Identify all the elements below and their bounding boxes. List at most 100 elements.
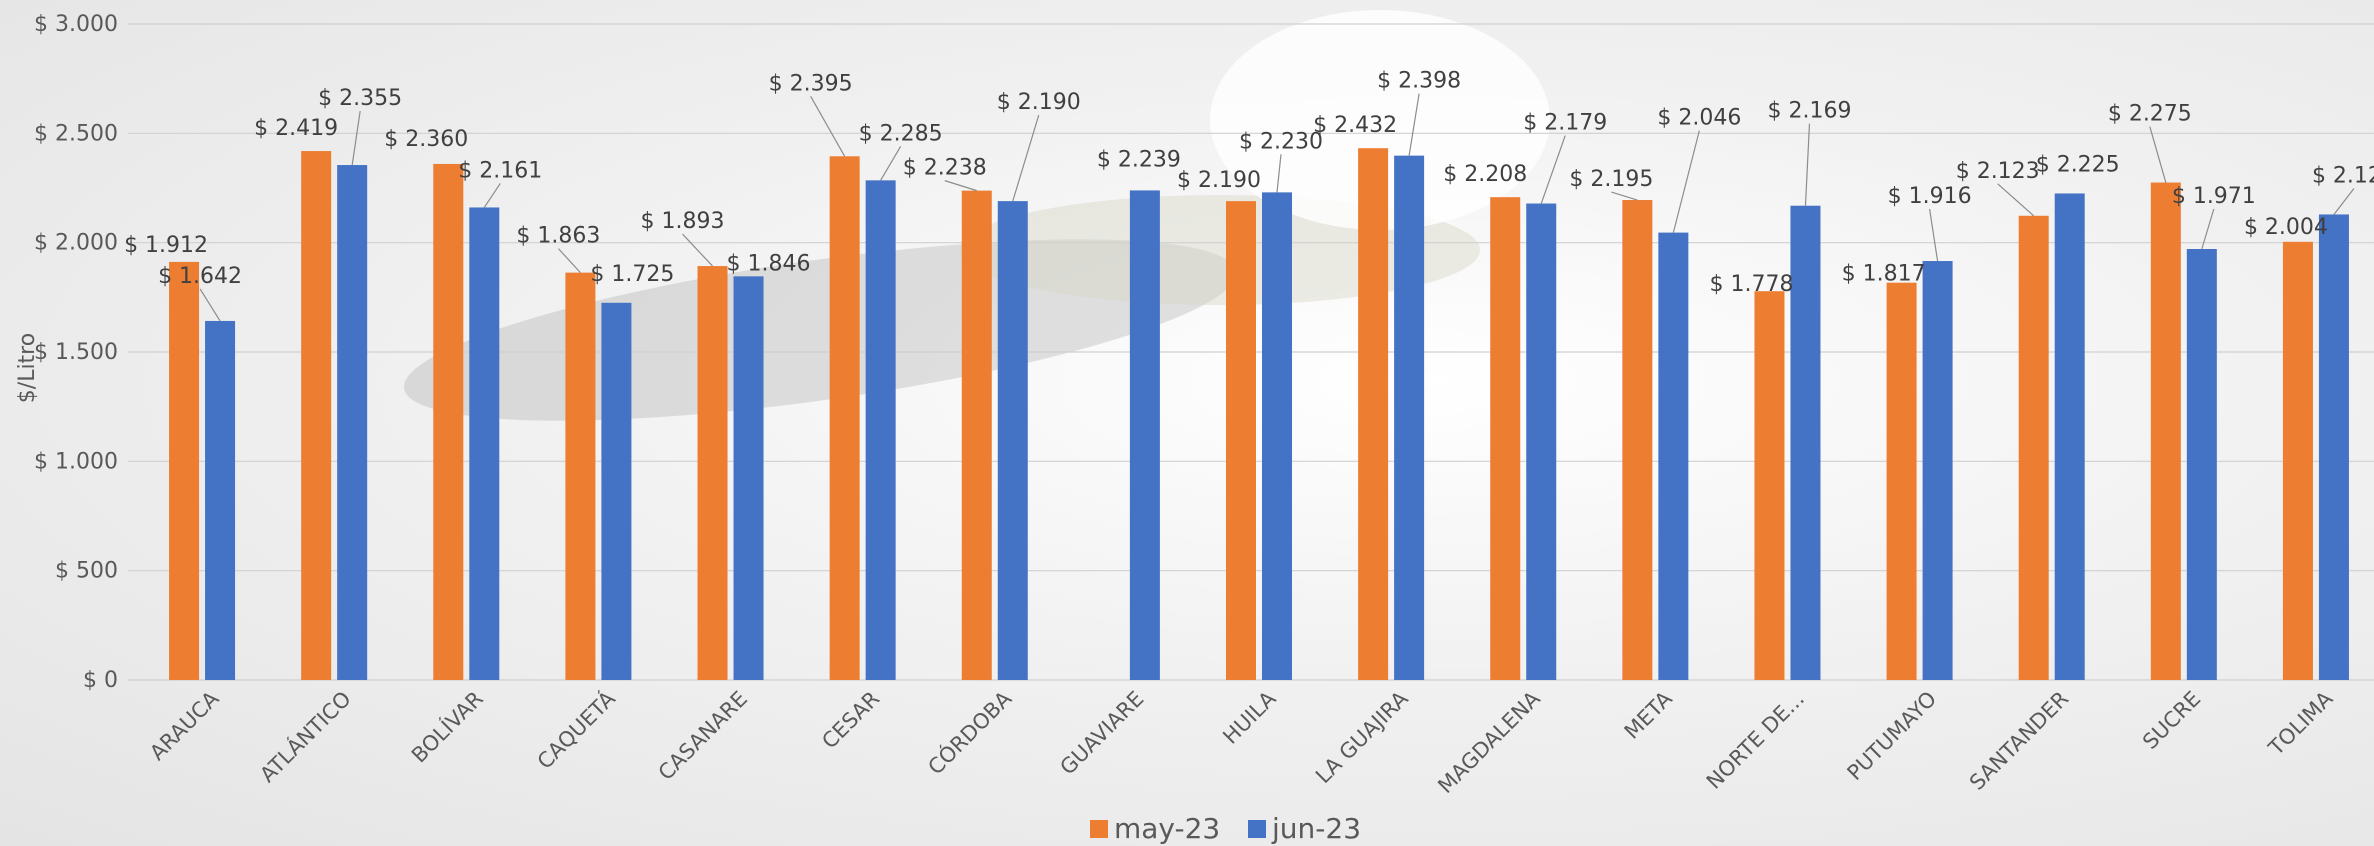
y-tick-label: $ 1.500 — [34, 340, 118, 365]
bar-jun-23 — [469, 207, 500, 680]
bar-jun-23 — [1129, 190, 1160, 680]
leader-line — [880, 146, 902, 181]
y-tick-label: $ 1.000 — [34, 449, 118, 474]
data-label: $ 1.971 — [2172, 184, 2256, 209]
bar-jun-23 — [1526, 203, 1557, 680]
category-label: ARAUCA — [145, 686, 224, 765]
y-axis-ticks: $ 0 $ 500 $ 1.000 $ 1.500 $ 2.000 $ 2.500 $ 3.… — [34, 12, 118, 693]
bar-jun-23 — [2318, 214, 2349, 680]
data-labels: $ 1.912 $ 1.642 $ 2.419 $ 2.355 $ 2.360 $ 2.1… — [124, 69, 2374, 298]
data-label: $ 1.817 — [1842, 262, 1926, 287]
data-label: $ 2.190 — [1177, 168, 1261, 193]
bars — [169, 148, 2349, 681]
y-tick-label: $ 500 — [55, 559, 118, 584]
data-label: $ 2.169 — [1767, 99, 1851, 124]
data-label: $ 2.004 — [2244, 215, 2328, 240]
category-label: HUILA — [1218, 686, 1281, 749]
bar-jun-23 — [2054, 193, 2085, 680]
bar-may-23 — [433, 163, 464, 681]
y-tick-label: $ 3.000 — [34, 12, 118, 37]
data-label: $ 2.208 — [1443, 162, 1527, 187]
bar-jun-23 — [997, 201, 1028, 680]
bar-may-23 — [2018, 215, 2049, 680]
category-label: SANTANDER — [1965, 687, 2073, 795]
bar-may-23 — [1622, 200, 1653, 680]
leader-line — [483, 183, 501, 208]
bar-may-23 — [565, 272, 596, 680]
bar-jun-23 — [1262, 192, 1292, 680]
data-label: $ 1.846 — [727, 251, 811, 276]
bar-may-23 — [1490, 197, 1521, 680]
bar-jun-23 — [1658, 232, 1689, 680]
category-label: ATLÁNTICO — [255, 686, 356, 787]
category-label: PUTUMAYO — [1843, 687, 1941, 785]
data-label: $ 1.893 — [641, 209, 725, 234]
data-label: $ 2.275 — [2108, 102, 2192, 127]
leader-line — [1997, 183, 2035, 217]
category-labels: ARAUCA ATLÁNTICO BOLÍVAR CAQUETÁ CASANARE CES… — [145, 685, 2338, 798]
data-label: $ 1.863 — [516, 224, 600, 249]
bar-may-23 — [301, 151, 332, 680]
leader-line — [199, 288, 221, 322]
data-label: $ 2.225 — [2036, 152, 2120, 177]
legend-swatch — [1248, 820, 1266, 838]
bar-jun-23 — [1922, 261, 1953, 680]
leader-lines — [199, 93, 2355, 322]
bar-may-23 — [961, 190, 992, 680]
legend-label: jun-23 — [1271, 812, 1361, 845]
data-label: $ 2.360 — [384, 127, 468, 152]
category-label: LA GUAJIRA — [1311, 686, 1413, 788]
data-label: $ 1.916 — [1888, 184, 1972, 209]
leader-line — [810, 95, 846, 157]
data-label: $ 1.642 — [158, 264, 242, 289]
data-label: $ 2.432 — [1313, 113, 1397, 138]
data-label: $ 2.161 — [458, 158, 542, 183]
legend: may-23 jun-23 — [1090, 812, 1361, 845]
legend-swatch — [1090, 820, 1108, 838]
data-label: $ 2.355 — [318, 86, 402, 111]
bar-may-23 — [1754, 291, 1785, 680]
data-label: $ 1.912 — [124, 233, 208, 258]
leader-line — [682, 233, 713, 267]
leader-line — [1276, 154, 1282, 193]
data-label: $ 2.046 — [1657, 106, 1741, 131]
bar-jun-23 — [601, 302, 632, 680]
leader-line — [944, 180, 977, 192]
data-label: $ 2.123 — [1956, 159, 2040, 184]
leader-line — [1540, 135, 1566, 204]
y-tick-label: $ 2.500 — [34, 121, 118, 146]
bar-may-23 — [829, 156, 860, 680]
bar-jun-23 — [2186, 249, 2217, 680]
data-label: $ 2.395 — [769, 71, 853, 96]
legend-label: may-23 — [1114, 812, 1220, 845]
y-tick-label: $ 2.000 — [34, 231, 118, 256]
data-label: $ 1.778 — [1709, 272, 1793, 297]
bar-jun-23 — [865, 180, 896, 680]
bar-jun-23 — [1790, 205, 1821, 680]
data-label: $ 2.285 — [859, 121, 943, 146]
background-shape — [1210, 10, 1550, 230]
leader-line — [1408, 93, 1420, 156]
data-label: $ 2.230 — [1239, 129, 1323, 154]
leader-line — [351, 110, 361, 166]
category-label: NORTE DE... — [1702, 687, 1809, 794]
data-label: $ 2.238 — [903, 156, 987, 181]
leader-line — [1804, 123, 1811, 206]
category-label: META — [1620, 686, 1678, 744]
leader-line — [1012, 114, 1040, 202]
y-axis-label: $/Litro — [15, 333, 40, 403]
category-label: GUAVIARE — [1055, 687, 1148, 780]
data-label: $ 2.190 — [997, 90, 1081, 115]
leader-line — [2333, 188, 2355, 215]
category-label: SUCRE — [2138, 687, 2205, 754]
data-label: $ 1.725 — [590, 262, 674, 287]
data-label: $ 2.419 — [254, 116, 338, 141]
data-label: $ 2.398 — [1377, 69, 1461, 94]
bar-may-23 — [1358, 148, 1389, 681]
leader-line — [557, 248, 581, 274]
data-label: $ 2.239 — [1097, 147, 1181, 172]
category-label: MAGDALENA — [1433, 686, 1545, 798]
leader-line — [1611, 191, 1638, 201]
bar-jun-23 — [337, 165, 368, 681]
